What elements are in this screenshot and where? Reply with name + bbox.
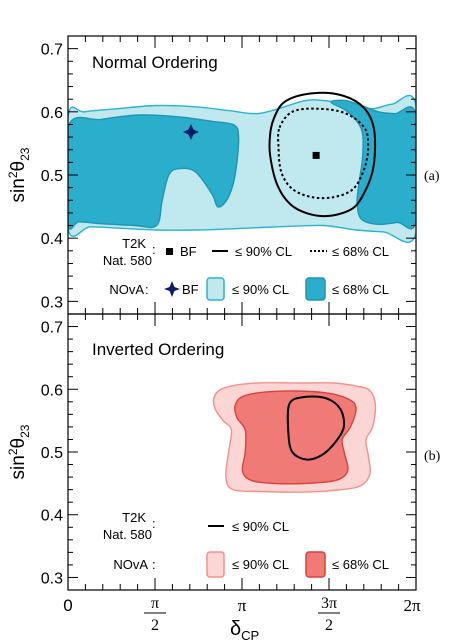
legend-b-nova-68-label: ≤ 68% CL xyxy=(332,557,389,572)
svg-text:sin2θ23: sin2θ23 xyxy=(6,147,32,202)
panel-a-ytick-label: 0.3 xyxy=(41,294,63,311)
x-tick-label: 2π xyxy=(403,596,421,615)
x-axis-label: δCP xyxy=(230,618,259,643)
x-tick-label-numerator: π xyxy=(151,595,159,612)
legend-a-t2k-90-label: ≤ 90% CL xyxy=(235,244,292,259)
panel-a: 0.3 0.4 0.5 0.6 0.7 Normal Ordering (a) T2K … xyxy=(41,35,440,315)
legend-a-t2k-bf-marker xyxy=(166,248,173,255)
panel-a-contours xyxy=(68,91,416,243)
legend-a-nova-bf-label: BF xyxy=(182,282,199,297)
panel-b-ticks: 0.3 0.4 0.5 0.6 0.7 xyxy=(41,314,417,590)
x-tick-label-numerator: 3π xyxy=(321,595,337,612)
legend-b-t2k-colon: : xyxy=(152,516,156,531)
panel-b-ytick-label: 0.6 xyxy=(41,382,63,399)
panel-a-ytick-label: 0.4 xyxy=(41,231,63,248)
legend-a-nova-68-label: ≤ 68% CL xyxy=(332,282,389,297)
panel-b-ytick-label: 0.7 xyxy=(41,320,63,337)
panel-a-ticks: 0.3 0.4 0.5 0.6 0.7 xyxy=(41,36,417,314)
legend-a-t2k-line1: T2K xyxy=(122,236,146,251)
legend-b-nova-90-label: ≤ 90% CL xyxy=(232,557,289,572)
svg-text:sin2θ23: sin2θ23 xyxy=(6,424,32,479)
legend-a-t2k-line2: Nat. 580 xyxy=(103,253,152,268)
legend-a-t2k-68-label: ≤ 68% CL xyxy=(332,244,389,259)
panel-b-ytick-label: 0.3 xyxy=(41,570,63,587)
panel-a-ylabel: sin2θ23 xyxy=(6,147,32,202)
legend-a-nova-90-swatch xyxy=(206,277,225,301)
legend-a-t2k-colon: : xyxy=(152,242,156,257)
panel-a-legend: T2K Nat. 580 : BF ≤ 90% CL ≤ 68% CL NOvA… xyxy=(103,236,389,301)
x-tick-label: π xyxy=(238,596,247,615)
panel-b-ytick-label: 0.4 xyxy=(41,508,63,525)
legend-b-nova-label: NOvA xyxy=(113,557,148,572)
x-tick-label-denominator: 2 xyxy=(325,617,333,634)
legend-a-nova-bf-marker xyxy=(164,281,180,297)
legend-b-nova-colon: : xyxy=(152,557,156,572)
panel-b-nova-contour-68-region-0 xyxy=(234,390,357,485)
panel-b-ylabel: sin2θ23 xyxy=(6,424,32,479)
legend-b-nova-90-swatch xyxy=(206,551,225,578)
panel-a-label: (a) xyxy=(424,169,440,184)
panel-a-t2k-best-fit-marker xyxy=(312,151,320,159)
panel-b-label: (b) xyxy=(424,449,441,464)
legend-a-nova-90-label: ≤ 90% CL xyxy=(232,282,289,297)
panel-b: 0.3 0.4 0.5 0.6 0.7 Inverted Ordering (b) T2… xyxy=(41,313,441,591)
x-tick-label-denominator: 2 xyxy=(151,617,159,634)
legend-a-nova-68-swatch xyxy=(305,277,326,301)
legend-a-nova-colon: : xyxy=(145,282,149,297)
x-tick-label: 0 xyxy=(63,596,72,615)
panel-a-nova-best-fit-marker xyxy=(182,124,199,141)
panel-a-nova-contour-68-region-0 xyxy=(68,114,240,230)
panel-a-title: Normal Ordering xyxy=(92,53,218,72)
legend-a-nova-label: NOvA xyxy=(109,282,144,297)
legend-b-nova-68-swatch xyxy=(305,551,326,578)
panel-b-t2k-contour-90-line xyxy=(286,395,346,461)
legend-a-t2k-bf-label: BF xyxy=(180,244,197,259)
panel-b-title: Inverted Ordering xyxy=(92,340,224,359)
panel-a-ytick-label: 0.6 xyxy=(41,105,63,122)
legend-b-t2k-line1: T2K xyxy=(122,510,146,525)
panel-b-ytick-label: 0.5 xyxy=(41,445,63,462)
panel-b-legend: T2K Nat. 580 : ≤ 90% CL NOvA : ≤ 90% CL … xyxy=(103,510,389,578)
panel-a-ytick-label: 0.5 xyxy=(41,168,63,185)
panel-a-t2k-contour-90-line xyxy=(268,91,377,218)
legend-b-t2k-line2: Nat. 580 xyxy=(103,527,152,542)
panel-b-contours xyxy=(212,381,377,493)
legend-b-t2k-90-label: ≤ 90% CL xyxy=(232,519,289,534)
panel-a-ytick-label: 0.7 xyxy=(41,42,63,59)
